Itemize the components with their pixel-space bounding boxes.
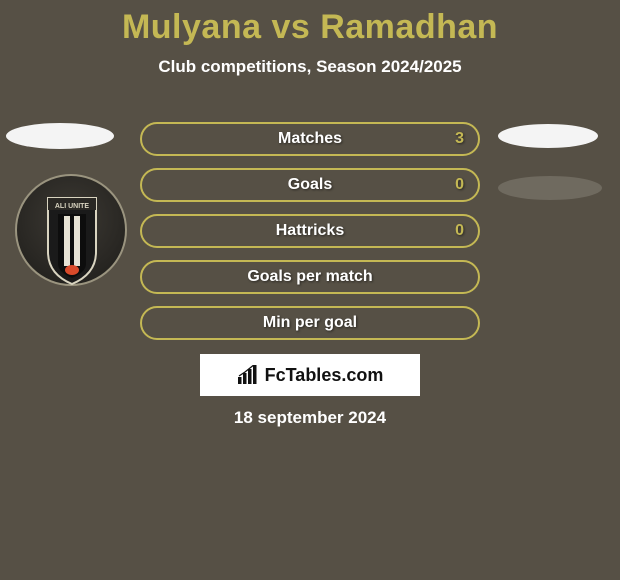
- stat-label: Goals: [288, 176, 332, 194]
- stat-row-hattricks: Hattricks 0: [140, 214, 480, 248]
- team-badge: ALI UNITE: [14, 174, 128, 298]
- stat-label: Goals per match: [247, 268, 372, 286]
- stats-panel: Matches 3 Goals 0 Hattricks 0 Goals per …: [140, 122, 480, 352]
- stat-row-goals-per-match: Goals per match: [140, 260, 480, 294]
- right-team-ellipse-bottom: [498, 176, 602, 200]
- stat-label: Hattricks: [276, 222, 344, 240]
- page-subtitle: Club competitions, Season 2024/2025: [0, 57, 620, 77]
- page-title: Mulyana vs Ramadhan: [0, 0, 620, 47]
- bar-chart-icon: [237, 365, 259, 385]
- bali-united-shield-icon: ALI UNITE: [44, 196, 100, 286]
- stat-row-matches: Matches 3: [140, 122, 480, 156]
- brand-badge: FcTables.com: [200, 354, 420, 396]
- brand-text: FcTables.com: [265, 365, 384, 386]
- left-team-ellipse: [6, 123, 114, 149]
- stat-row-goals: Goals 0: [140, 168, 480, 202]
- stat-label: Matches: [278, 130, 342, 148]
- svg-text:ALI UNITE: ALI UNITE: [55, 203, 90, 210]
- stat-value: 0: [455, 222, 464, 240]
- stat-row-min-per-goal: Min per goal: [140, 306, 480, 340]
- right-team-ellipse-top: [498, 124, 598, 148]
- date-text: 18 september 2024: [0, 408, 620, 428]
- stat-value: 0: [455, 176, 464, 194]
- stat-value: 3: [455, 130, 464, 148]
- stat-label: Min per goal: [263, 314, 357, 332]
